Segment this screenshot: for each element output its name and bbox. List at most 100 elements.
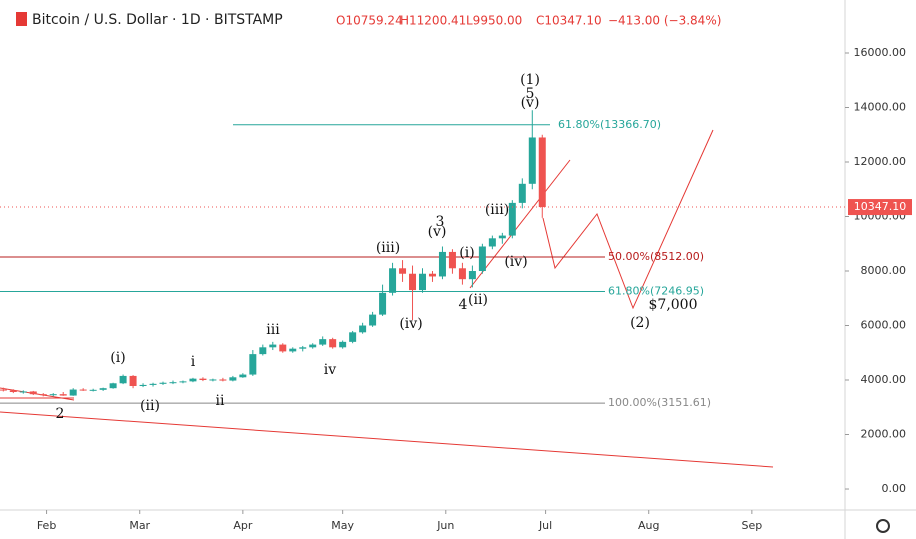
- symbol: Bitcoin / U.S. Dollar · 1D · BITSTAMP: [32, 12, 283, 28]
- candle-body: [159, 382, 167, 384]
- x-tick-label: Mar: [129, 519, 150, 532]
- candle-body: [29, 391, 37, 395]
- candle-body: [359, 325, 367, 333]
- ohlc-low: L9950.00: [466, 14, 522, 28]
- candle-body: [259, 347, 267, 355]
- candle-body: [229, 377, 237, 381]
- candle-body: [409, 273, 417, 291]
- wave-label: (v): [428, 224, 447, 240]
- candle-body: [488, 238, 496, 247]
- candle-body: [89, 389, 97, 391]
- wave-label: (ii): [140, 398, 160, 414]
- candle-body: [419, 273, 426, 291]
- candle-body: [379, 292, 387, 315]
- wave-label: (iii): [485, 202, 509, 218]
- wave-label: 4: [459, 297, 468, 313]
- wave-label: (1): [520, 72, 540, 88]
- candle-body: [329, 339, 337, 348]
- wave-label: (v): [521, 95, 540, 111]
- y-tick-label: 4000.00: [861, 373, 907, 386]
- candle-body: [279, 344, 287, 352]
- wave-label: (i): [459, 245, 474, 261]
- candle-body: [19, 391, 27, 393]
- candle-body: [369, 314, 377, 326]
- fib-label: 61.80%(13366.70): [558, 118, 661, 131]
- wave-label: (i): [110, 350, 125, 366]
- candle-body: [129, 375, 137, 387]
- candle-body: [309, 344, 317, 348]
- fib-label: 100.00%(3151.61): [608, 396, 711, 409]
- candle-body: [438, 251, 446, 277]
- gear[interactable]: [876, 519, 890, 533]
- candle-body: [339, 341, 347, 348]
- x-tick-label: Aug: [638, 519, 659, 532]
- candle-body: [428, 273, 436, 277]
- wave-label: 3: [436, 214, 445, 230]
- fib-label: 50.00%(8512.00): [608, 250, 704, 263]
- candle-body: [119, 375, 127, 384]
- ohlc-high: H11200.41: [400, 14, 466, 28]
- candle-body: [269, 344, 277, 348]
- candle-body: [518, 183, 526, 203]
- candle-body: [199, 378, 207, 381]
- candle-body: [59, 394, 67, 396]
- candle-body: [498, 235, 506, 239]
- fib-label: 61.80%(7246.95): [608, 285, 704, 298]
- candle-body: [399, 268, 407, 274]
- candle-body: [139, 384, 147, 387]
- candle-body: [249, 354, 257, 375]
- wave-label: (iii): [376, 240, 400, 256]
- header: Bitcoin / U.S. Dollar · 1D · BITSTAMP O1…: [16, 12, 721, 28]
- trend-line: [0, 411, 774, 468]
- y-tick-label: 0.00: [882, 482, 907, 495]
- candle-body: [289, 348, 297, 352]
- wave-label: i: [191, 354, 196, 370]
- wave-label: iii: [266, 322, 280, 338]
- x-tick-label: Jul: [538, 519, 552, 532]
- candle-body: [219, 379, 227, 381]
- x-tick-label: Jun: [436, 519, 454, 532]
- ohlc-close: C10347.10: [536, 14, 602, 28]
- candle-body: [389, 268, 397, 293]
- wave-label: (iv): [399, 316, 422, 332]
- candle-body: [49, 394, 57, 396]
- candle-body: [528, 137, 536, 184]
- y-tick-label: 8000.00: [861, 264, 907, 277]
- candle-body: [319, 339, 327, 345]
- x-tick-label: May: [331, 519, 354, 532]
- candle-body: [458, 268, 466, 280]
- candle-body: [79, 389, 87, 391]
- trend-line: [469, 159, 571, 289]
- candle-body: [169, 382, 177, 384]
- candle-body: [149, 383, 157, 385]
- last-price-label: 10347.10: [854, 200, 907, 213]
- ohlc-open: O10759.24: [336, 14, 403, 28]
- settings-icon[interactable]: [876, 519, 890, 533]
- wave-label: 5: [526, 86, 535, 102]
- projection-path: [542, 129, 714, 310]
- wave-label: (ii): [468, 292, 488, 308]
- candle-body: [468, 271, 476, 280]
- wave-label: ii: [216, 393, 225, 409]
- y-tick-label: 6000.00: [861, 319, 907, 332]
- candle-body: [69, 389, 77, 396]
- candle-body: [478, 246, 486, 272]
- wave-label: $7,000: [649, 297, 698, 313]
- y-tick-label: 2000.00: [861, 428, 907, 441]
- candle-body: [9, 390, 17, 393]
- candle-body: [448, 251, 456, 269]
- candle-body: [349, 332, 357, 342]
- candle-body: [209, 379, 217, 381]
- candle-body: [39, 394, 47, 396]
- trend-line: [0, 387, 75, 401]
- y-tick-label: 12000.00: [854, 155, 907, 168]
- candle-body: [538, 137, 546, 208]
- candle-body: [0, 389, 7, 391]
- x-tick-label: Apr: [233, 519, 253, 532]
- wave-label: 2: [56, 406, 65, 422]
- candle-body: [239, 374, 247, 378]
- y-tick-label: 14000.00: [854, 101, 907, 114]
- wave-label: (2): [630, 315, 650, 331]
- candle-body: [299, 347, 307, 349]
